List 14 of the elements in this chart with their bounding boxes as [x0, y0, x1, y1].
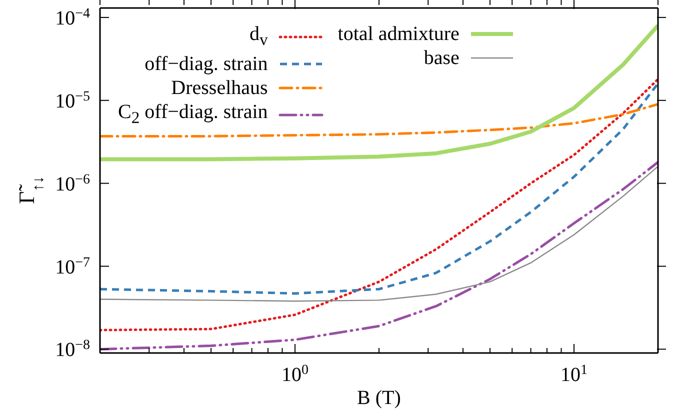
y-tick-label: 10$^{−6}$ [55, 172, 90, 196]
x-tick-label: 10$^{1}$ [560, 362, 588, 386]
legend-label: off−diag. strain [144, 53, 268, 75]
legend-label: Dresselhaus [171, 77, 268, 99]
y-tick-label: 10$^{−7}$ [55, 254, 90, 278]
legend-label: d$_{v}$ [249, 23, 268, 49]
legend-label: base [424, 47, 460, 69]
legend-label: C$_{2}$ off−diag. strain [118, 101, 268, 127]
legend-label: total admixture [338, 23, 460, 45]
y-tick-label: 10$^{−5}$ [55, 88, 90, 112]
y-tick-label: 10$^{−8}$ [55, 338, 90, 362]
y-tick-label: 10$^{−4}$ [55, 6, 90, 30]
x-tick-label: 10$^{0}$ [282, 362, 309, 386]
x-axis-title: B (T) [357, 387, 401, 409]
